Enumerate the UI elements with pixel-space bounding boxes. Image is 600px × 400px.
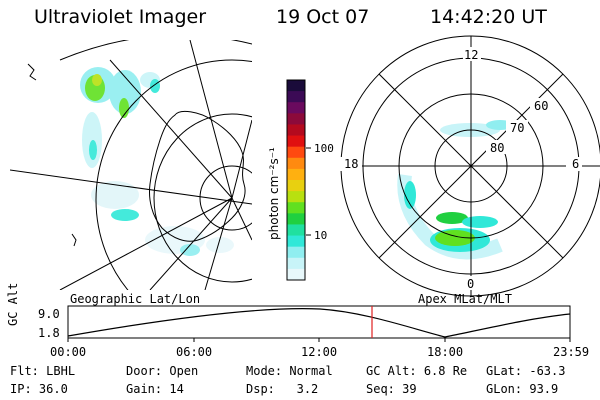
geo-graticule xyxy=(10,40,252,290)
status-gain: Gain: 14 xyxy=(126,382,184,396)
colorbar-segment xyxy=(287,213,305,225)
timeline-xtick-1200: 12:00 xyxy=(301,345,338,359)
colorbar-segment xyxy=(287,224,305,237)
gc-altitude-curve xyxy=(67,308,571,338)
colorbar-segment xyxy=(287,257,305,270)
colorbar-segment xyxy=(287,113,305,125)
apex-panel-label: Apex MLat/MLT xyxy=(418,292,512,306)
colorbar-segment xyxy=(287,135,305,148)
status-gc-alt: GC Alt: 6.8 Re xyxy=(366,364,468,378)
colorbar-segment xyxy=(287,202,305,214)
colorbar-segment xyxy=(287,91,305,103)
mlt-label-6: 6 xyxy=(572,157,579,171)
timeline-ytick-high: 9.0 xyxy=(38,307,60,321)
date-label: 19 Oct 07 xyxy=(276,6,370,28)
colorbar-segment xyxy=(287,168,305,181)
lat-label-70: 70 xyxy=(510,121,524,135)
colorbar-segment xyxy=(287,180,305,192)
timeline-xtick-2359: 23:59 xyxy=(553,345,590,359)
status-seq: Seq: 39 xyxy=(366,382,417,396)
colorbar-segment xyxy=(287,191,305,203)
timeline-xtick-0600: 06:00 xyxy=(176,345,213,359)
timeline-xtick-0000: 00:00 xyxy=(50,345,87,359)
timeline-axis-label: GC Alt xyxy=(6,282,20,326)
mlt-label-12: 12 xyxy=(464,48,478,62)
lat-label-60: 60 xyxy=(534,99,548,113)
geographic-map xyxy=(10,40,252,290)
status-filter: Flt: LBHL xyxy=(10,364,76,378)
instrument-title: Ultraviolet Imager xyxy=(34,6,207,28)
color-scale-bar xyxy=(286,79,306,281)
colorbar-unit-label: photon cm⁻²s⁻¹ xyxy=(267,147,281,240)
colorbar-segment xyxy=(287,157,305,170)
lat-label-80: 80 xyxy=(490,141,504,155)
status-mode: Mode: Normal xyxy=(246,364,333,378)
timeline-ytick-low: 1.8 xyxy=(38,326,60,340)
colorbar-tick-10: 10 xyxy=(314,229,327,242)
time-label: 14:42:20 UT xyxy=(430,6,547,28)
polar-map: 12 18 6 0 60 70 80 xyxy=(340,35,600,297)
colorbar-segment xyxy=(287,146,305,159)
mlt-label-18: 18 xyxy=(344,157,358,171)
orbit-timeline xyxy=(67,305,571,342)
colorbar-segment xyxy=(287,246,305,259)
geo-coastline xyxy=(149,110,246,242)
status-glat: GLat: -63.3 xyxy=(486,364,566,378)
timeline-xtick-1800: 18:00 xyxy=(427,345,464,359)
status-glon: GLon: 93.9 xyxy=(486,382,559,396)
colorbar-segment xyxy=(287,80,305,92)
status-dsp: Dsp: 3.2 xyxy=(246,382,319,396)
colorbar-segment xyxy=(287,102,305,114)
colorbar-segment xyxy=(287,268,305,281)
geo-aurora-emission xyxy=(80,67,234,256)
colorbar-tick-100: 100 xyxy=(314,142,334,155)
status-door: Door: Open xyxy=(126,364,199,378)
mlt-label-0: 0 xyxy=(467,277,474,291)
status-ip: IP: 36.0 xyxy=(10,382,68,396)
geo-panel-label: Geographic Lat/Lon xyxy=(70,292,201,306)
colorbar-segment xyxy=(287,235,305,248)
colorbar-segment xyxy=(287,124,305,137)
